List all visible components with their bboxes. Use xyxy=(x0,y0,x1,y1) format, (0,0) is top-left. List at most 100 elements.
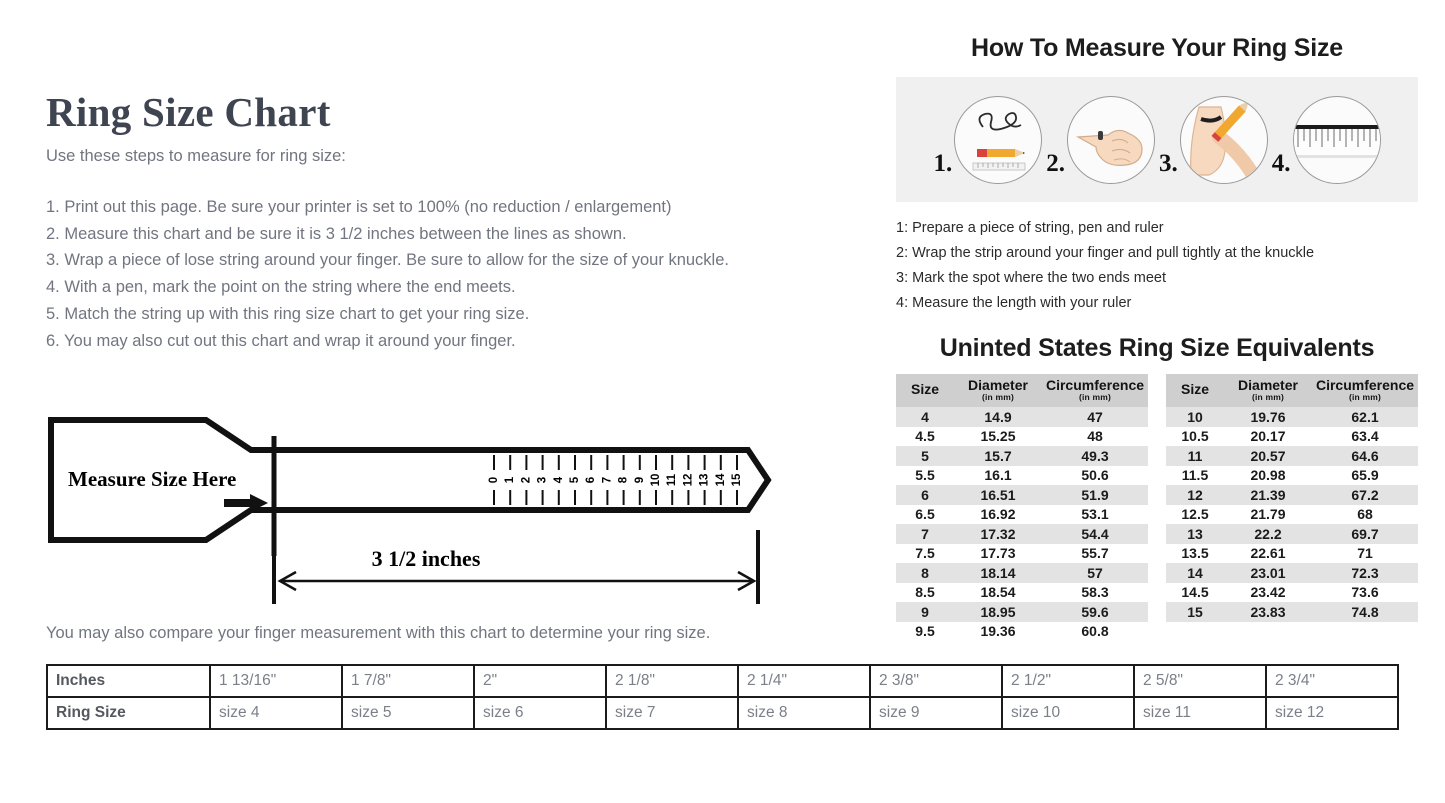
size-cell: 12 xyxy=(1166,485,1224,505)
size-cell: 10 xyxy=(1166,407,1224,427)
table-row: 6 16.51 51.9 xyxy=(896,485,1148,505)
ruler-tick-number: 2 xyxy=(520,477,532,483)
inches-cell: 2" xyxy=(473,664,607,698)
how-to-measure-section: How To Measure Your Ring Size 1. xyxy=(896,34,1418,642)
illustration-step-4: 4. xyxy=(1272,95,1381,184)
circumference-cell: 50.6 xyxy=(1042,465,1148,486)
steps-list: 1. Print out this page. Be sure your pri… xyxy=(46,194,846,354)
table-row: 7.5 17.73 55.7 xyxy=(896,543,1148,564)
table-row: 12.5 21.79 68 xyxy=(1166,504,1418,525)
table-row: 15 23.83 74.8 xyxy=(1166,602,1418,622)
ruler-tick-number: 5 xyxy=(569,476,581,483)
circumference-cell: 54.4 xyxy=(1042,524,1148,544)
circumference-cell: 65.9 xyxy=(1312,465,1418,486)
diameter-cell: 15.25 xyxy=(954,426,1042,447)
table-header-row: Size Diameter (in mm) Circumference (in … xyxy=(896,373,1148,408)
diameter-cell: 23.42 xyxy=(1224,582,1312,603)
ruler-tick-number: 1 xyxy=(504,476,516,483)
size-cell: 4.5 xyxy=(896,426,954,447)
measure-size-here-label: Measure Size Here xyxy=(68,467,236,491)
diameter-cell: 22.2 xyxy=(1224,524,1312,544)
table-row: 4 14.9 47 xyxy=(896,407,1148,427)
illustration-step-3: 3. xyxy=(1159,95,1268,184)
inches-cell: 2 3/4" xyxy=(1265,664,1399,698)
inches-to-ring-size-table: Inches 1 13/16" 1 7/8" 2" 2 1/8" 2 1/4" … xyxy=(46,664,1399,730)
circumference-cell: 71 xyxy=(1312,543,1418,564)
illustration-number: 2. xyxy=(1046,149,1065,177)
size-cell: 11.5 xyxy=(1166,465,1224,486)
table-row-empty xyxy=(1166,621,1418,642)
diameter-cell: 21.39 xyxy=(1224,485,1312,505)
ruler-tick-number: 3 xyxy=(537,477,549,483)
how-to-measure-title: How To Measure Your Ring Size xyxy=(970,34,1344,62)
table-row: 11 20.57 64.6 xyxy=(1166,446,1418,466)
step-item: 3. Wrap a piece of lose string around yo… xyxy=(46,251,729,270)
inches-cell: 1 7/8" xyxy=(341,664,475,698)
illustration-step-2: 2. xyxy=(1046,95,1155,184)
diameter-cell: 20.57 xyxy=(1224,446,1312,466)
diameter-cell: 18.14 xyxy=(954,563,1042,583)
column-header-circumference: Circumference (in mm) xyxy=(1312,373,1418,408)
size-cell: 11 xyxy=(1166,446,1224,466)
ring-size-cell: size 7 xyxy=(605,696,739,730)
size-cell: 9 xyxy=(896,602,954,622)
circumference-cell: 64.6 xyxy=(1312,446,1418,466)
column-header-size: Size xyxy=(896,373,954,408)
measure-arrow-icon xyxy=(224,494,268,512)
column-header-circumference: Circumference (in mm) xyxy=(1042,373,1148,408)
ruler-tick-number: 12 xyxy=(682,474,694,487)
row-header-ring-size: Ring Size xyxy=(46,696,211,730)
table-row: 10 19.76 62.1 xyxy=(1166,407,1418,427)
step-item: 2. Measure this chart and be sure it is … xyxy=(46,224,627,243)
diameter-cell: 23.83 xyxy=(1224,602,1312,622)
how-to-step-item: 1: Prepare a piece of string, pen and ru… xyxy=(896,220,1164,236)
size-cell: 4 xyxy=(896,407,954,427)
circumference-cell: 68 xyxy=(1312,504,1418,525)
table-row-ring-size: Ring Size size 4 size 5 size 6 size 7 si… xyxy=(46,696,1399,730)
circumference-cell: 67.2 xyxy=(1312,485,1418,505)
step-item: 5. Match the string up with this ring si… xyxy=(46,304,530,323)
ruler-tick-number: 15 xyxy=(731,473,743,486)
ring-size-cell: size 10 xyxy=(1001,696,1135,730)
circumference-cell: 60.8 xyxy=(1042,621,1148,642)
size-cell: 9.5 xyxy=(896,621,954,642)
size-cell: 7 xyxy=(896,524,954,544)
table-row: 6.5 16.92 53.1 xyxy=(896,504,1148,525)
step-item: 6. You may also cut out this chart and w… xyxy=(46,331,516,350)
ruler-tick-number: 13 xyxy=(699,474,711,487)
ring-size-cell: size 5 xyxy=(341,696,475,730)
circumference-cell: 55.7 xyxy=(1042,543,1148,564)
how-to-step-item: 4: Measure the length with your ruler xyxy=(896,294,1132,311)
table-row: 9 18.95 59.6 xyxy=(896,602,1148,622)
size-cell: 6.5 xyxy=(896,504,954,525)
diameter-cell: 15.7 xyxy=(954,446,1042,466)
ruler-tick-number: 0 xyxy=(488,477,500,483)
circumference-cell: 47 xyxy=(1042,407,1148,427)
table-row: 5 15.7 49.3 xyxy=(896,446,1148,466)
ruler-tick-number: 6 xyxy=(585,477,597,483)
ruler-tick-number: 11 xyxy=(666,473,678,486)
measuring-strip-svg: Measure Size Here 0 1 2 3 4 5 6 7 8 9 10 11 12 13 14 15… xyxy=(48,417,772,604)
table-row: 5.5 16.1 50.6 xyxy=(896,465,1148,486)
size-cell: 8 xyxy=(896,563,954,583)
lead-text: Use these steps to measure for ring size… xyxy=(46,147,346,165)
circumference-cell: 72.3 xyxy=(1312,563,1418,583)
ruler-icon xyxy=(1292,95,1381,184)
size-cell: 6 xyxy=(896,485,954,505)
how-to-measure-steps: 1: Prepare a piece of string, pen and ru… xyxy=(896,216,1418,316)
illustration-number: 1. xyxy=(933,149,953,177)
dimension-arrow-right-icon xyxy=(737,570,757,592)
table-row: 14 23.01 72.3 xyxy=(1166,563,1418,583)
row-header-inches: Inches xyxy=(46,664,211,698)
circumference-cell: 59.6 xyxy=(1042,602,1148,622)
size-cell: 5.5 xyxy=(896,465,954,486)
size-cell: 15 xyxy=(1166,602,1224,622)
dimension-arrow-left-icon xyxy=(277,570,297,592)
size-cell: 10.5 xyxy=(1166,426,1224,447)
size-cell: 7.5 xyxy=(896,543,954,564)
ring-size-equivalents-tables: Size Diameter (in mm) Circumference (in … xyxy=(896,373,1418,642)
column-header-size: Size xyxy=(1166,373,1224,408)
ruler-tick-number: 4 xyxy=(553,476,565,483)
size-cell: 13.5 xyxy=(1166,543,1224,564)
table-row: 7 17.32 54.4 xyxy=(896,524,1148,544)
